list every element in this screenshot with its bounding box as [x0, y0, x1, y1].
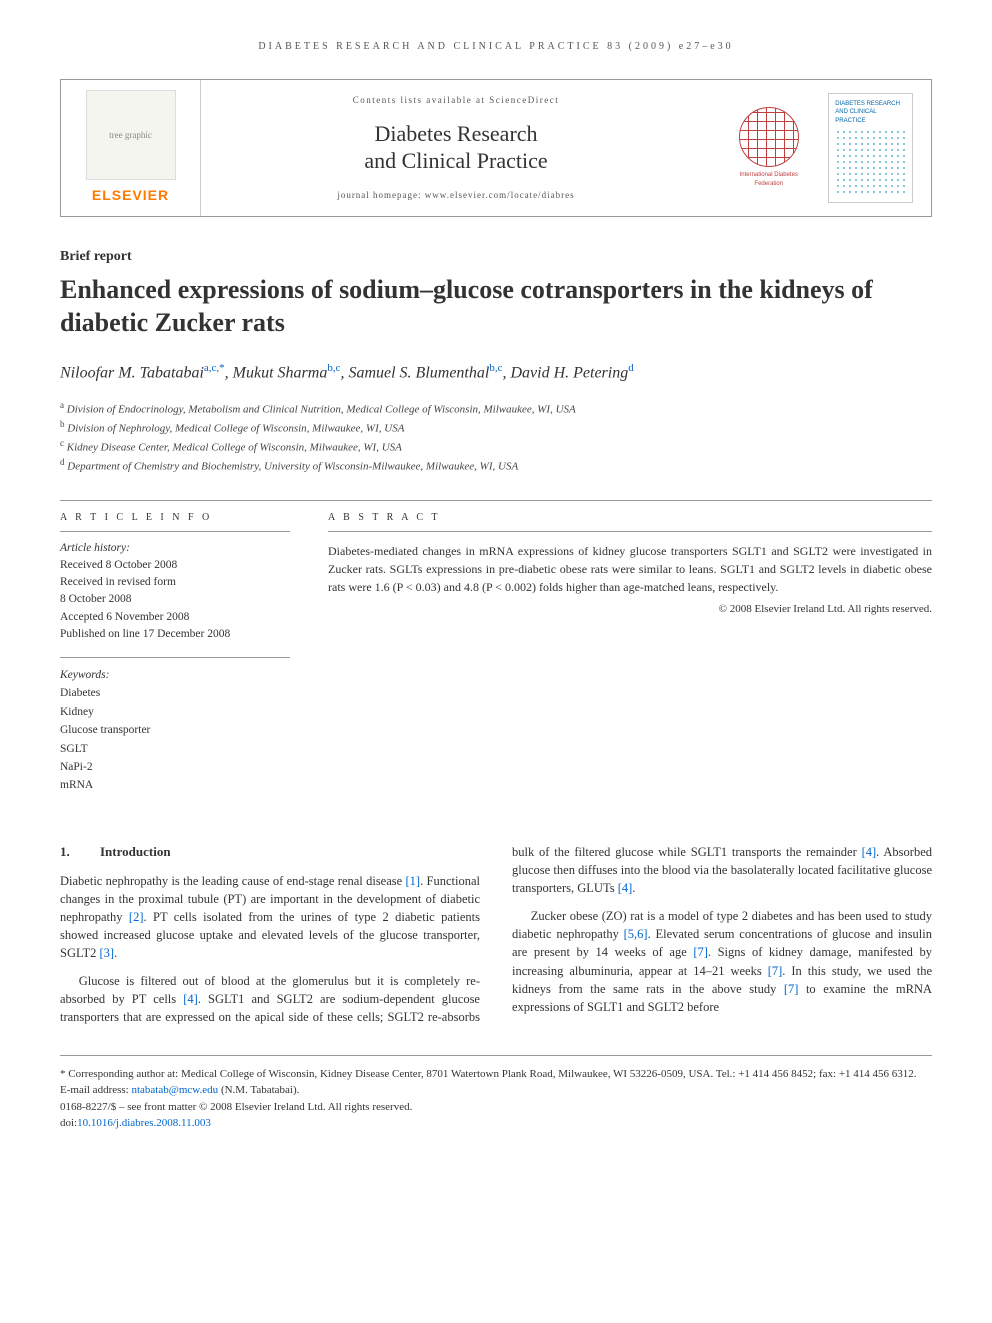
cover-thumb-graphic — [835, 129, 906, 196]
keyword: mRNA — [60, 776, 290, 794]
keywords-block: Keywords: Diabetes Kidney Glucose transp… — [60, 657, 290, 795]
sciencedirect-line: Contents lists available at ScienceDirec… — [211, 94, 701, 107]
idf-caption: International Diabetes Federation — [729, 171, 809, 188]
citation-link[interactable]: [2] — [129, 910, 144, 924]
issn-line: 0168-8227/$ – see front matter © 2008 El… — [60, 1099, 932, 1116]
masthead-right: International Diabetes Federation DIABET… — [711, 80, 931, 216]
author: David H. Petering — [510, 365, 628, 382]
abstract-copyright: © 2008 Elsevier Ireland Ltd. All rights … — [328, 602, 932, 617]
article-info: A R T I C L E I N F O Article history: R… — [60, 501, 290, 795]
footnote-separator — [60, 1055, 932, 1056]
journal-masthead: tree graphic ELSEVIER Contents lists ava… — [60, 79, 932, 217]
journal-homepage: journal homepage: www.elsevier.com/locat… — [211, 189, 701, 202]
citation-link[interactable]: [4] — [618, 881, 633, 895]
masthead-center: Contents lists available at ScienceDirec… — [201, 80, 711, 216]
affiliation-key: c — [60, 438, 64, 448]
author-affiliation-marker: a,c,* — [204, 362, 225, 374]
body-text: . — [632, 881, 635, 895]
article-type: Brief report — [60, 247, 932, 267]
citation-link[interactable]: [3] — [99, 946, 114, 960]
history-line: 8 October 2008 — [60, 591, 290, 608]
email-link[interactable]: ntabatab@mcw.edu — [131, 1084, 218, 1096]
author-affiliation-marker: d — [628, 362, 634, 374]
journal-name: Diabetes Research and Clinical Practice — [211, 121, 701, 174]
publisher-name: ELSEVIER — [92, 186, 169, 206]
citation-link[interactable]: [4] — [862, 845, 877, 859]
idf-logo: International Diabetes Federation — [729, 107, 809, 188]
citation-link[interactable]: [7] — [693, 945, 708, 959]
citation-link[interactable]: [7] — [768, 964, 783, 978]
citation-link[interactable]: [4] — [183, 992, 198, 1006]
abstract-text: Diabetes-mediated changes in mRNA expres… — [328, 542, 932, 596]
author: Mukut Sharma — [233, 365, 328, 382]
author: Niloofar M. Tabatabai — [60, 365, 204, 382]
journal-name-line1: Diabetes Research — [374, 121, 537, 146]
affiliation-text: Kidney Disease Center, Medical College o… — [67, 442, 402, 454]
affiliation: c Kidney Disease Center, Medical College… — [60, 437, 932, 456]
affiliation-key: b — [60, 419, 65, 429]
body-text: Diabetic nephropathy is the leading caus… — [60, 874, 406, 888]
journal-name-line2: and Clinical Practice — [364, 148, 547, 173]
article-body: 1.Introduction Diabetic nephropathy is t… — [60, 843, 932, 1027]
doi-link[interactable]: 10.1016/j.diabres.2008.11.003 — [77, 1117, 211, 1129]
author: Samuel S. Blumenthal — [348, 365, 489, 382]
affiliations: a Division of Endocrinology, Metabolism … — [60, 399, 932, 476]
author-affiliation-marker: b,c — [327, 362, 340, 374]
corresponding-author: * Corresponding author at: Medical Colle… — [60, 1066, 932, 1083]
history-line: Accepted 6 November 2008 — [60, 609, 290, 626]
keyword: Kidney — [60, 703, 290, 721]
footnotes: * Corresponding author at: Medical Colle… — [60, 1066, 932, 1132]
email-label: E-mail address: — [60, 1084, 131, 1096]
email-suffix: (N.M. Tabatabai). — [218, 1084, 299, 1096]
article-history: Article history: Received 8 October 2008… — [60, 540, 290, 644]
section-number: 1. — [60, 843, 100, 862]
author-list: Niloofar M. Tabatabaia,c,*, Mukut Sharma… — [60, 361, 932, 385]
keyword: Diabetes — [60, 684, 290, 702]
affiliation: b Division of Nephrology, Medical Colleg… — [60, 418, 932, 437]
doi-line: doi:10.1016/j.diabres.2008.11.003 — [60, 1115, 932, 1132]
keyword: Glucose transporter — [60, 721, 290, 739]
affiliation-text: Division of Nephrology, Medical College … — [67, 423, 404, 435]
affiliation: d Department of Chemistry and Biochemist… — [60, 456, 932, 475]
idf-globe-icon — [739, 107, 799, 167]
history-line: Received 8 October 2008 — [60, 557, 290, 574]
history-line: Published on line 17 December 2008 — [60, 626, 290, 643]
doi-label: doi: — [60, 1117, 77, 1129]
email-line: E-mail address: ntabatab@mcw.edu (N.M. T… — [60, 1082, 932, 1099]
article-info-heading: A R T I C L E I N F O — [60, 501, 290, 532]
abstract-heading: A B S T R A C T — [328, 501, 932, 532]
article-title: Enhanced expressions of sodium–glucose c… — [60, 274, 932, 339]
elsevier-tree-icon: tree graphic — [86, 90, 176, 180]
publisher-logo-block: tree graphic ELSEVIER — [61, 80, 201, 216]
body-text: . — [114, 946, 117, 960]
affiliation: a Division of Endocrinology, Metabolism … — [60, 399, 932, 418]
running-header: DIABETES RESEARCH AND CLINICAL PRACTICE … — [60, 40, 932, 54]
affiliation-key: a — [60, 400, 64, 410]
citation-link[interactable]: [1] — [406, 874, 421, 888]
keywords-label: Keywords: — [60, 666, 290, 684]
citation-link[interactable]: [5,6] — [624, 927, 648, 941]
affiliation-text: Department of Chemistry and Biochemistry… — [67, 461, 518, 473]
author-affiliation-marker: b,c — [489, 362, 502, 374]
info-abstract-row: A R T I C L E I N F O Article history: R… — [60, 500, 932, 795]
history-line: Received in revised form — [60, 574, 290, 591]
section-heading-intro: 1.Introduction — [60, 843, 480, 862]
keyword: SGLT — [60, 740, 290, 758]
keyword: NaPi-2 — [60, 758, 290, 776]
body-paragraph: Zucker obese (ZO) rat is a model of type… — [512, 907, 932, 1016]
affiliation-text: Division of Endocrinology, Metabolism an… — [67, 404, 576, 416]
citation-link[interactable]: [7] — [784, 982, 799, 996]
section-title: Introduction — [100, 844, 171, 859]
body-paragraph: Diabetic nephropathy is the leading caus… — [60, 872, 480, 963]
affiliation-key: d — [60, 457, 65, 467]
history-label: Article history: — [60, 540, 290, 557]
cover-thumb-title: DIABETES RESEARCH AND CLINICAL PRACTICE — [835, 100, 906, 125]
abstract: A B S T R A C T Diabetes-mediated change… — [328, 501, 932, 795]
journal-cover-thumb: DIABETES RESEARCH AND CLINICAL PRACTICE — [828, 93, 913, 203]
